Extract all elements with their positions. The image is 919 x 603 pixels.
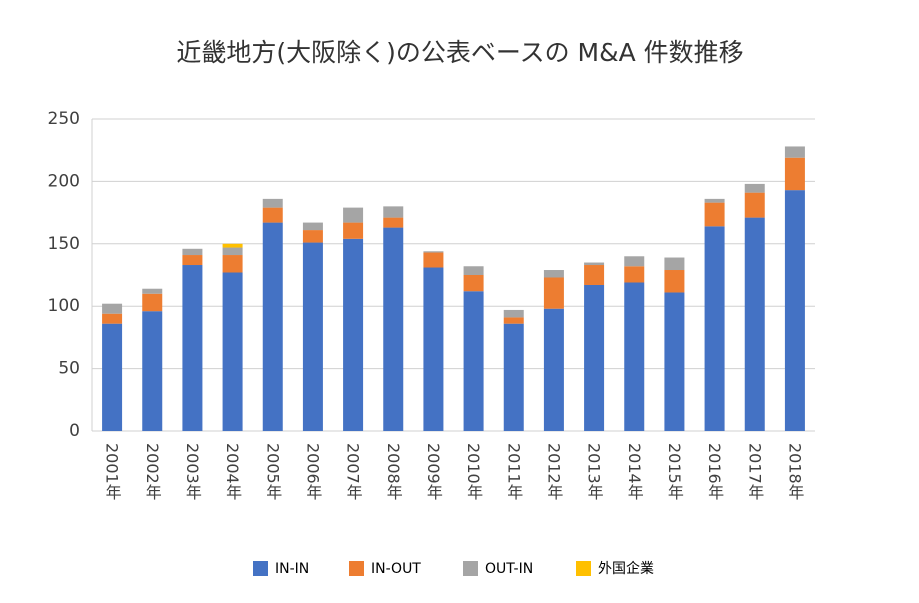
bar-segment	[624, 266, 645, 283]
bar-segment	[784, 146, 805, 158]
bar-segment	[102, 303, 123, 314]
bar-segment	[784, 157, 805, 191]
bar-segment	[222, 255, 243, 273]
bar-segment	[704, 226, 725, 431]
legend-swatch	[576, 561, 591, 576]
bar-segment	[503, 323, 524, 431]
chart-title: 近畿地方(大阪除く)の公表ベースの M&A 件数推移	[176, 38, 743, 67]
bar-segment	[343, 222, 364, 239]
bar-segment	[182, 255, 203, 266]
x-tick-label: 2008年	[384, 443, 403, 500]
legend-label: OUT-IN	[485, 561, 533, 577]
x-tick-label: 2017年	[745, 443, 764, 500]
bar-segment	[142, 293, 163, 312]
bar-segment	[182, 248, 203, 256]
x-tick-label: 2003年	[183, 443, 202, 500]
legend-label: 外国企業	[598, 560, 654, 577]
x-tick-label: 2006年	[303, 443, 322, 500]
bar-segment	[463, 275, 484, 292]
bar-segment	[302, 230, 323, 243]
x-tick-label: 2013年	[585, 443, 604, 500]
bar-segment	[503, 317, 524, 324]
bar-segment	[423, 252, 444, 268]
bar-segment	[343, 207, 364, 223]
bar-segment	[262, 222, 283, 431]
bar-segment	[664, 292, 685, 431]
bar-segment	[142, 288, 163, 294]
x-tick-label: 2007年	[344, 443, 363, 500]
bar-segment	[222, 243, 243, 248]
bar-segment	[423, 267, 444, 431]
bar-segment	[302, 242, 323, 431]
x-tick-label: 2016年	[705, 443, 724, 500]
y-tick-label: 200	[48, 171, 80, 191]
bar-segment	[664, 257, 685, 271]
bar-segment	[222, 247, 243, 256]
bar-segment	[102, 313, 123, 324]
bar-segment	[584, 284, 605, 431]
bar-segment	[383, 206, 404, 218]
bar-segment	[584, 262, 605, 266]
bar-segment	[543, 270, 564, 278]
legend-swatch	[463, 561, 478, 576]
bar-segment	[302, 222, 323, 231]
bar-segment	[744, 217, 765, 431]
bar-segment	[262, 207, 283, 223]
bar-segment	[503, 309, 524, 318]
bar-segment	[383, 227, 404, 431]
bar-segment	[704, 202, 725, 227]
x-tick-label: 2014年	[625, 443, 644, 500]
legend-label: IN-IN	[275, 561, 309, 577]
x-tick-label: 2001年	[103, 443, 122, 500]
bar-segment	[463, 291, 484, 431]
bar-segment	[543, 308, 564, 431]
bar-segment	[343, 238, 364, 431]
bar-segment	[664, 270, 685, 293]
legend-label: IN-OUT	[371, 561, 421, 577]
y-tick-label: 100	[48, 296, 80, 316]
bar-segment	[463, 266, 484, 275]
x-tick-label: 2004年	[223, 443, 242, 500]
legend-swatch	[253, 561, 268, 576]
bar-segment	[624, 256, 645, 267]
y-tick-label: 250	[48, 109, 80, 129]
bar-segment	[423, 251, 444, 253]
bar-segment	[543, 277, 564, 309]
x-tick-label: 2011年	[504, 443, 523, 500]
x-tick-label: 2009年	[424, 443, 443, 500]
bar-segment	[383, 217, 404, 228]
bar-segment	[584, 265, 605, 285]
bar-segment	[744, 183, 765, 193]
bar-segment	[182, 265, 203, 431]
bar-segment	[222, 272, 243, 431]
bar-segment	[102, 323, 123, 431]
y-tick-label: 150	[48, 234, 80, 254]
bar-segment	[744, 192, 765, 218]
bar-segment	[704, 198, 725, 203]
bar-segment	[262, 198, 283, 208]
y-tick-label: 0	[69, 421, 80, 441]
y-tick-label: 50	[58, 359, 80, 379]
x-tick-label: 2012年	[544, 443, 563, 500]
x-tick-label: 2010年	[464, 443, 483, 500]
bar-segment	[784, 190, 805, 431]
bar-segment	[142, 311, 163, 431]
x-tick-label: 2015年	[665, 443, 684, 500]
legend-swatch	[349, 561, 364, 576]
x-tick-label: 2005年	[263, 443, 282, 500]
bar-segment	[624, 282, 645, 431]
x-tick-label: 2002年	[143, 443, 162, 500]
x-tick-label: 2018年	[785, 443, 804, 500]
